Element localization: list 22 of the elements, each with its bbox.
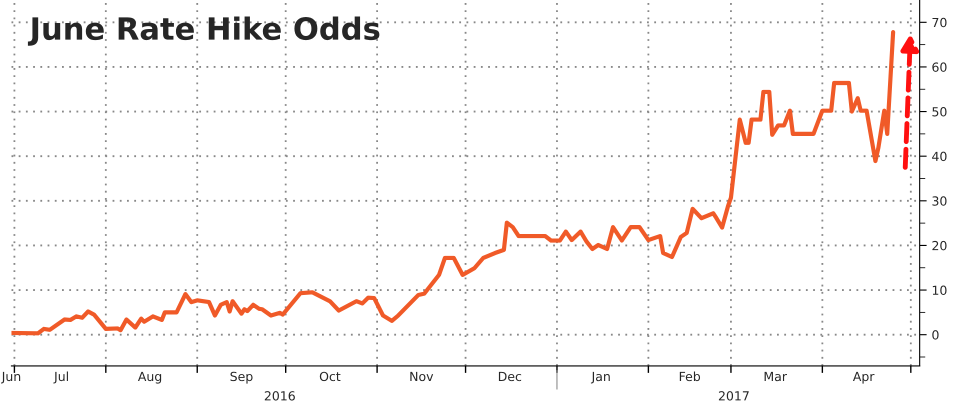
x-tick-label: Oct bbox=[320, 372, 340, 382]
y-tick-label: 20 bbox=[932, 240, 947, 250]
y-tick-label: 70 bbox=[932, 18, 947, 28]
x-tick-label: Jun bbox=[1, 372, 20, 384]
text: June Rate Hike Odds bbox=[28, 16, 380, 46]
x-tick-label: Dec bbox=[498, 372, 522, 382]
y-tick-label: 0 bbox=[932, 330, 939, 340]
x-tick-label: Jan bbox=[590, 372, 610, 384]
x-tick-label: Mar bbox=[764, 372, 787, 382]
y-tick-label: 60 bbox=[932, 62, 947, 72]
y-tick-label: 10 bbox=[932, 286, 947, 295]
x-tick-label: Feb bbox=[680, 371, 700, 382]
x-tick-label: Apr bbox=[852, 372, 874, 384]
x2-tick-label: 2016 bbox=[264, 391, 295, 401]
x-tick-label: Nov bbox=[410, 372, 434, 382]
y-tick-label: 40 bbox=[932, 152, 947, 162]
x-tick-label: Jul bbox=[53, 371, 68, 384]
x-tick-label: Aug bbox=[138, 372, 162, 384]
x2-tick-label: 2017 bbox=[718, 391, 749, 401]
y-tick-label: 50 bbox=[932, 107, 947, 116]
y-tick-label: 30 bbox=[932, 196, 947, 206]
x-tick-label: Sep bbox=[230, 372, 253, 384]
